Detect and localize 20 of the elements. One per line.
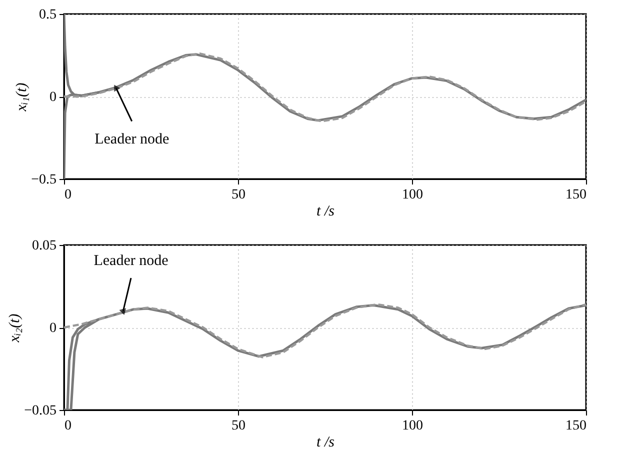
y-tick-label: 0 <box>50 321 56 336</box>
y-tick-label: −0.05 <box>24 404 56 418</box>
y-tick-label: −0.5 <box>31 172 56 188</box>
y-tick-label: 0.05 <box>32 238 56 254</box>
y-axis-title: xᵢ₁(t) <box>14 82 30 112</box>
x-tick-label: 100 <box>402 418 423 434</box>
x-tick-label: 0 <box>64 188 72 202</box>
x-tick-label: 50 <box>232 188 246 202</box>
x-axis-title: t /s <box>316 204 335 220</box>
x-axis-title: t /s <box>316 434 335 450</box>
annotation: Leader node <box>94 253 169 269</box>
x-tick-label: 150 <box>566 418 586 434</box>
x-tick-label: 50 <box>232 418 246 434</box>
y-axis-title: xᵢ₂(t) <box>7 314 24 344</box>
x-tick-label: 0 <box>64 418 72 434</box>
x-tick-label: 100 <box>402 188 423 202</box>
x-tick-label: 150 <box>566 188 586 202</box>
annotation: Leader node <box>94 131 170 148</box>
y-tick-label: 0.5 <box>39 8 56 22</box>
y-tick-label: 0 <box>50 90 56 105</box>
